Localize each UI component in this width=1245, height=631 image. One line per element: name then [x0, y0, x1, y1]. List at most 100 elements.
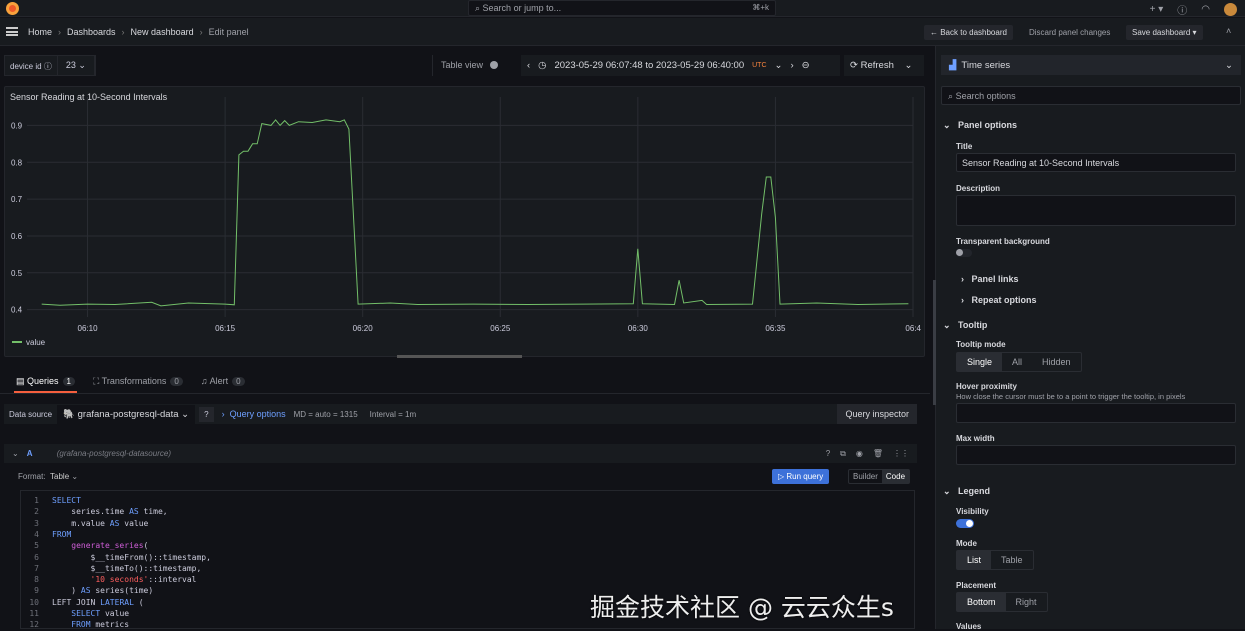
code-line: 7 $__timeTo()::timestamp,	[21, 563, 201, 574]
variable-device-id: device id ⓘ 23 ⌄	[4, 55, 96, 76]
info-icon: ⓘ	[43, 62, 52, 71]
shortcut-hint: ⌘+k	[752, 3, 769, 12]
time-series-chart: 0.4 0.5 0.6 0.7 0.8 0.9 06:10 06:15 06:20 06:25 06…	[11, 97, 922, 347]
line-number: 7	[34, 563, 39, 573]
breadcrumb-new-dashboard[interactable]: New dashboard	[130, 27, 194, 37]
help-icon[interactable]: ?	[825, 448, 831, 458]
hover-proximity-input[interactable]	[956, 403, 1236, 423]
tab-alert[interactable]: ♫ Alert 0	[199, 370, 247, 393]
table-view-toggle[interactable]: Table view	[432, 55, 506, 76]
line-number: 3	[34, 518, 39, 528]
title-input[interactable]: Sensor Reading at 10-Second Intervals	[956, 153, 1236, 172]
nav-bar: Home › Dashboards › New dashboard › Edit pa…	[0, 18, 1245, 46]
legend-list[interactable]: List	[957, 551, 992, 569]
editor-mode-toggle[interactable]: Builder Code	[848, 469, 911, 484]
help-icon[interactable]: ⓘ	[1177, 6, 1188, 17]
collapse-icon[interactable]: ˄	[1226, 26, 1232, 36]
legend-placement-toggle[interactable]: Bottom Right	[956, 592, 1048, 612]
query-row-header[interactable]: ⌄ A (grafana-postgresql-datasource) ? ⧉ ◉ 🗑…	[4, 444, 917, 463]
grafana-logo[interactable]	[6, 2, 19, 15]
line-number: 5	[34, 541, 39, 551]
description-textarea[interactable]	[956, 195, 1236, 226]
datasource-picker[interactable]: 🐘 grafana-postgresql-data ⌄	[57, 404, 196, 424]
panel-links-section[interactable]: › Panel links	[961, 274, 1019, 284]
query-options-toggle[interactable]: › Query options	[221, 409, 286, 419]
legend-swatch	[12, 341, 22, 343]
breadcrumb-dashboards[interactable]: Dashboards	[67, 27, 116, 37]
tooltip-mode-toggle[interactable]: Single All Hidden	[956, 352, 1082, 372]
top-bar: ⌕ Search or jump to... ⌘+k + ▾ ⓘ ◠	[0, 0, 1245, 17]
eye-icon[interactable]: ◉	[855, 448, 863, 458]
line-number: 1	[34, 496, 39, 505]
x-tick-label: 06:4	[905, 324, 921, 333]
panel-options-section[interactable]: ⌄ Panel options	[943, 120, 1018, 130]
refresh-icon: ⟳	[850, 60, 858, 71]
transform-icon: ⛶	[93, 376, 100, 386]
plus-icon[interactable]: + ▾	[1149, 4, 1164, 15]
tooltip-all[interactable]: All	[1012, 357, 1023, 367]
code-mode[interactable]: Code	[881, 470, 910, 483]
x-tick-label: 06:15	[215, 324, 236, 333]
discard-changes-button[interactable]: Discard panel changes	[1029, 28, 1111, 37]
menu-icon[interactable]	[6, 27, 18, 36]
trash-icon[interactable]: 🗑	[872, 448, 883, 458]
variable-label: device id ⓘ	[5, 56, 58, 75]
x-tick-label: 06:10	[78, 324, 99, 333]
x-tick-label: 06:20	[353, 324, 374, 333]
y-tick-label: 0.5	[11, 269, 23, 278]
query-inspector-button[interactable]: Query inspector	[837, 404, 917, 424]
chevron-down-icon: ⌄	[12, 449, 19, 458]
tab-transformations[interactable]: ⛶ Transformations 0	[91, 370, 185, 393]
legend-visibility-toggle[interactable]	[956, 519, 974, 528]
panel-title: Sensor Reading at 10-Second Intervals	[10, 92, 168, 102]
code-line: 3 m.value AS value	[21, 518, 148, 529]
legend-section[interactable]: ⌄ Legend	[943, 486, 991, 496]
avatar[interactable]	[1224, 3, 1237, 16]
pane-splitter[interactable]	[933, 280, 936, 405]
repeat-options-section[interactable]: › Repeat options	[961, 295, 1037, 305]
zoom-out-icon[interactable]: ⊖	[801, 60, 810, 71]
legend-mode-toggle[interactable]: List Table	[956, 550, 1034, 570]
time-range-picker[interactable]: ‹ ◷ 2023-05-29 06:07:48 to 2023-05-29 06…	[521, 55, 840, 76]
save-dashboard-button[interactable]: Save dashboard ▾	[1126, 25, 1203, 40]
max-width-input[interactable]	[956, 445, 1236, 465]
panel: Sensor Reading at 10-Second Intervals 0.…	[4, 86, 925, 358]
chevron-left-icon[interactable]: ‹	[527, 60, 531, 71]
sql-editor[interactable]: 1 SELECT 2 series.time AS time, 3 m.value A…	[20, 490, 915, 629]
code-line: 6 $__timeFrom()::timestamp,	[21, 552, 211, 563]
breadcrumb: Home › Dashboards › New dashboard › Edit pa…	[28, 27, 249, 37]
chart-scrollbar[interactable]	[397, 355, 522, 358]
line-number: 10	[29, 597, 39, 607]
drag-handle-icon[interactable]: ⋮⋮	[893, 448, 909, 458]
line-number: 2	[34, 507, 39, 517]
placement-right[interactable]: Right	[1015, 597, 1037, 607]
line-number: 12	[29, 620, 39, 630]
legend-table[interactable]: Table	[1001, 555, 1023, 565]
code-line: 12 FROM metrics	[21, 619, 129, 630]
back-to-dashboard-button[interactable]: ← Back to dashboard	[924, 25, 1013, 40]
format-select[interactable]: Format: Table ⌄	[18, 472, 79, 481]
variable-select[interactable]: 23 ⌄	[58, 56, 95, 75]
help-icon[interactable]: ?	[199, 406, 214, 422]
tooltip-section[interactable]: ⌄ Tooltip	[943, 320, 988, 330]
rss-icon[interactable]: ◠	[1201, 4, 1210, 15]
line-number: 9	[34, 586, 39, 596]
breadcrumb-home[interactable]: Home	[28, 27, 53, 37]
code-line: 8 '10 seconds'::interval	[21, 574, 196, 585]
duplicate-icon[interactable]: ⧉	[840, 448, 846, 458]
chevron-right-icon[interactable]: ›	[790, 60, 794, 71]
search-options-input[interactable]: ⌕ Search options	[941, 86, 1241, 105]
visualization-picker[interactable]: ▟ Time series ⌄	[941, 55, 1241, 75]
y-tick-label: 0.6	[11, 232, 23, 241]
run-query-button[interactable]: ▷ Run query	[772, 469, 830, 484]
tooltip-single[interactable]: Single	[957, 353, 1003, 371]
placement-bottom[interactable]: Bottom	[957, 593, 1006, 611]
search-input[interactable]: ⌕ Search or jump to... ⌘+k	[468, 0, 776, 16]
refresh-button[interactable]: ⟳ Refresh ⌄	[844, 55, 924, 76]
transparent-toggle[interactable]	[956, 249, 972, 257]
builder-mode[interactable]: Builder	[853, 472, 878, 481]
tooltip-hidden[interactable]: Hidden	[1042, 357, 1071, 367]
bell-icon: ♫	[200, 376, 208, 386]
tab-queries[interactable]: ▤ Queries 1	[14, 370, 77, 393]
x-tick-label: 06:30	[628, 324, 649, 333]
